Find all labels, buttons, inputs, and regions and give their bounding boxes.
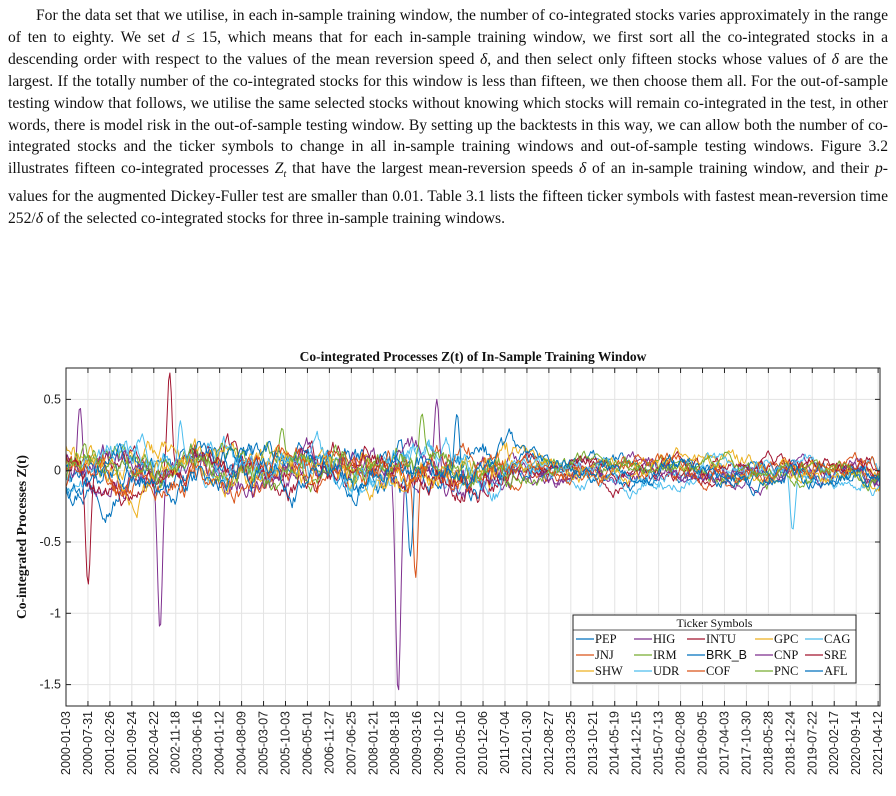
x-tick-label: 2004-08-09 — [235, 711, 249, 775]
series-line-afl — [65, 428, 881, 509]
legend-label: GPC — [774, 632, 798, 646]
x-tick-label: 2006-05-01 — [300, 711, 314, 775]
legend-label: PNC — [774, 664, 798, 678]
x-tick-label: 2009-10-12 — [432, 711, 446, 775]
legend-label: BRK_B — [706, 648, 747, 662]
x-tick-label: 2008-08-18 — [388, 711, 402, 775]
x-tick-label: 2010-05-10 — [454, 711, 468, 775]
x-tick-label: 2004-01-12 — [213, 711, 227, 775]
plot-frame — [65, 367, 881, 707]
x-tick-label: 2011-07-04 — [498, 711, 512, 774]
x-tick-label: 2012-08-27 — [542, 711, 556, 775]
legend-label: CNP — [774, 648, 798, 662]
series-line-cag — [65, 433, 881, 530]
series-line-brk_b — [65, 414, 881, 557]
x-tick-label: 2017-04-03 — [717, 711, 731, 775]
legend-label: SHW — [595, 664, 623, 678]
y-tick-label: -0.5 — [39, 535, 61, 549]
x-tick-label: 2000-01-03 — [59, 711, 73, 775]
y-axis-label: Co-integrated Processes Z(t) — [14, 455, 29, 619]
x-tick-label: 2000-07-31 — [81, 711, 95, 775]
x-tick-label: 2012-01-30 — [520, 711, 534, 775]
series-line-cnp — [65, 398, 881, 627]
y-tick-label: 0.5 — [44, 392, 61, 406]
x-tick-label: 2007-06-25 — [344, 711, 358, 775]
x-tick-label: 2019-07-22 — [805, 711, 819, 775]
x-tick-label: 2002-11-18 — [169, 711, 183, 774]
x-tick-label: 2008-01-21 — [366, 711, 380, 775]
legend-label: INTU — [706, 632, 736, 646]
x-tick-label: 2001-02-26 — [103, 711, 117, 775]
y-tick-label: -1.5 — [39, 678, 61, 692]
x-tick-label: 2017-10-30 — [739, 711, 753, 775]
legend-box — [572, 614, 857, 684]
x-tick-label: 2020-02-17 — [827, 711, 841, 775]
legend-label: PEP — [595, 632, 617, 646]
series-line-pnc — [65, 413, 881, 492]
x-tick-label: 2013-10-21 — [586, 711, 600, 775]
y-tick-label: -1 — [50, 606, 61, 620]
x-tick-label: 2006-11-27 — [322, 711, 336, 774]
x-tick-label: 2015-07-13 — [652, 711, 666, 775]
cointegrated-processes-chart: Co-integrated Processes Z(t) of In-Sampl… — [14, 349, 885, 775]
legend-label: JNJ — [595, 648, 614, 662]
x-tick-label: 2001-09-24 — [125, 711, 139, 775]
legend-label: SRE — [824, 648, 847, 662]
x-tick-label: 2009-03-16 — [410, 711, 424, 775]
x-tick-label: 2018-12-24 — [783, 711, 797, 775]
x-tick-label: 2020-09-14 — [849, 711, 863, 775]
x-tick-label: 2013-03-25 — [564, 711, 578, 775]
x-tick-label: 2010-12-06 — [476, 711, 490, 775]
y-tick-label: 0 — [54, 464, 61, 478]
x-tick-label: 2014-12-15 — [630, 711, 644, 775]
x-tick-label: 2014-05-19 — [608, 711, 622, 775]
x-tick-label: 2003-06-16 — [191, 711, 205, 775]
legend-label: AFL — [824, 664, 848, 678]
x-tick-label: 2002-04-22 — [147, 711, 161, 775]
x-tick-label: 2018-05-28 — [761, 711, 775, 775]
x-tick-label: 2005-10-03 — [278, 711, 292, 775]
x-tick-label: 2021-04-12 — [871, 711, 885, 775]
legend-title: Ticker Symbols — [677, 616, 753, 630]
legend-label: UDR — [653, 664, 680, 678]
body-paragraph: For the data set that we utilise, in eac… — [8, 7, 889, 228]
x-tick-label: 2005-03-07 — [257, 711, 271, 775]
x-tick-label: 2016-02-08 — [674, 711, 688, 775]
legend-label: HIG — [653, 632, 675, 646]
legend-label: CAG — [824, 632, 850, 646]
chart-title: Co-integrated Processes Z(t) of In-Sampl… — [300, 349, 647, 364]
x-tick-label: 2016-09-05 — [696, 711, 710, 775]
legend-label: COF — [706, 664, 730, 678]
legend-label: IRM — [653, 648, 677, 662]
legend: Ticker Symbols PEP HIG INTU GPC CAG JNJ IRM BRK_… — [572, 614, 857, 684]
